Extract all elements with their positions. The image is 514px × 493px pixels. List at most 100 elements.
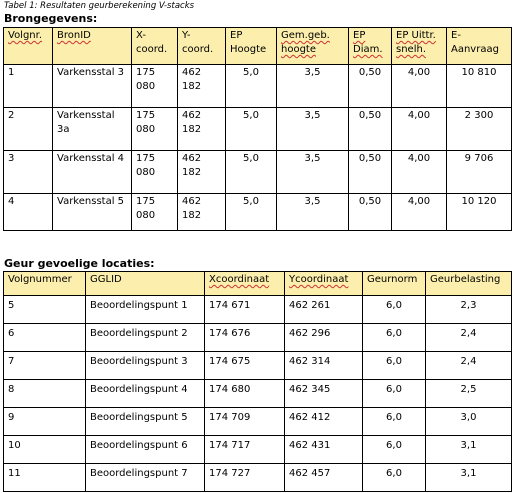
table-cell: 175 080 [131, 107, 178, 151]
table-cell: 2 300 [446, 107, 512, 151]
table-cell: 462 296 [284, 323, 363, 352]
column-header: Y-coord. [177, 27, 226, 65]
table-cell: 462 261 [284, 295, 363, 324]
table-cell: 5,0 [225, 150, 277, 194]
table-cell: 6,0 [362, 351, 426, 380]
table-cell: 174 709 [204, 407, 285, 436]
table-cell: 462 182 [177, 107, 226, 151]
table-cell: 4,00 [391, 64, 447, 108]
table-cell: 462 314 [284, 351, 363, 380]
table-row: 2 Varkensstal 3a 175 080 462 182 5,0 3,5… [3, 107, 512, 151]
table-cell: 462 182 [177, 64, 226, 108]
table-cell: 174 680 [204, 379, 285, 408]
table-cell: 2,5 [425, 379, 512, 408]
table-cell: 0,50 [348, 64, 392, 108]
table-cell: 7 [3, 351, 86, 380]
table-cell: Varkensstal 4 [52, 150, 132, 194]
column-header: EP Uittr. snelh. [391, 27, 447, 65]
table-row: 9 Beoordelingspunt 5 174 709 462 412 6,0… [3, 407, 512, 436]
table-cell: 6,0 [362, 407, 426, 436]
table-cell: 6,0 [362, 435, 426, 464]
table-cell: 462 412 [284, 407, 363, 436]
table-cell: 6,0 [362, 295, 426, 324]
table-cell: 9 [3, 407, 86, 436]
table-cell: 3,1 [425, 463, 512, 492]
table-cell: 1 [3, 64, 53, 108]
table-cell: 10 [3, 435, 86, 464]
table-cell: 4,00 [391, 193, 447, 231]
table-cell: 462 431 [284, 435, 363, 464]
table-header-row: Volgnummer GGLID Xcoordinaat Ycoordinaat… [3, 271, 512, 296]
column-header: Ycoordinaat [284, 271, 363, 296]
column-header: EP Hoogte [225, 27, 277, 65]
table-cell: 4,00 [391, 107, 447, 151]
brongegevens-table: Volgnr. BronID X-coord. Y-coord. EP Hoog… [3, 27, 512, 231]
table-cell: Beoordelingspunt 4 [85, 379, 205, 408]
table-cell: 174 675 [204, 351, 285, 380]
table-cell: Beoordelingspunt 2 [85, 323, 205, 352]
column-header: Xcoordinaat [204, 271, 285, 296]
table-cell: 4,00 [391, 150, 447, 194]
table-cell: Beoordelingspunt 3 [85, 351, 205, 380]
table-row: 6 Beoordelingspunt 2 174 676 462 296 6,0… [3, 323, 512, 352]
table-cell: 174 676 [204, 323, 285, 352]
table-cell: 11 [3, 463, 86, 492]
table-row: 1 Varkensstal 3 175 080 462 182 5,0 3,5 … [3, 64, 512, 108]
table-cell: Beoordelingspunt 5 [85, 407, 205, 436]
table-cell: 174 727 [204, 463, 285, 492]
table-cell: 3,1 [425, 435, 512, 464]
table-cell: 0,50 [348, 193, 392, 231]
table-cell: 462 182 [177, 150, 226, 194]
table-cell: 5 [3, 295, 86, 324]
table-caption: Tabel 1: Resultaten geurberekening V-sta… [4, 1, 195, 11]
table-cell: 5,0 [225, 107, 277, 151]
column-header: BronID [52, 27, 132, 65]
table-cell: 5,0 [225, 64, 277, 108]
geur-gevoelige-locaties-table: Volgnummer GGLID Xcoordinaat Ycoordinaat… [3, 271, 512, 492]
table-cell: 3,5 [276, 193, 349, 231]
table-cell: 0,50 [348, 107, 392, 151]
column-header: X-coord. [131, 27, 178, 65]
table-cell: 4 [3, 193, 53, 231]
table-cell: Varkensstal 3 [52, 64, 132, 108]
table-row: 5 Beoordelingspunt 1 174 671 462 261 6,0… [3, 295, 512, 324]
table-cell: 2 [3, 107, 53, 151]
column-header: Volgnummer [3, 271, 86, 296]
table-cell: 462 457 [284, 463, 363, 492]
table-cell: 174 717 [204, 435, 285, 464]
table-cell: Beoordelingspunt 7 [85, 463, 205, 492]
table-cell: 2,4 [425, 323, 512, 352]
table-cell: 2,3 [425, 295, 512, 324]
table-row: 11 Beoordelingspunt 7 174 727 462 457 6,… [3, 463, 512, 492]
table-cell: Beoordelingspunt 1 [85, 295, 205, 324]
table-cell: 174 671 [204, 295, 285, 324]
table-header-row: Volgnr. BronID X-coord. Y-coord. EP Hoog… [3, 27, 512, 65]
column-header: Geurbelasting [425, 271, 512, 296]
column-header: Geurnorm [362, 271, 426, 296]
table-cell: 462 182 [177, 193, 226, 231]
table-cell: 3,5 [276, 64, 349, 108]
table-cell: 175 080 [131, 193, 178, 231]
section-title-brongegevens: Brongegevens: [4, 12, 98, 25]
table-row: 7 Beoordelingspunt 3 174 675 462 314 6,0… [3, 351, 512, 380]
table-cell: 175 080 [131, 150, 178, 194]
table-cell: 3,5 [276, 107, 349, 151]
table-cell: Beoordelingspunt 6 [85, 435, 205, 464]
table-cell: 9 706 [446, 150, 512, 194]
table-cell: 10 120 [446, 193, 512, 231]
table-cell: 6,0 [362, 379, 426, 408]
table-row: 10 Beoordelingspunt 6 174 717 462 431 6,… [3, 435, 512, 464]
section-title-geur-gevoelige-locaties: Geur gevoelige locaties: [4, 257, 155, 270]
table-cell: 3 [3, 150, 53, 194]
table-cell: 462 345 [284, 379, 363, 408]
table-cell: 3,5 [276, 150, 349, 194]
table-cell: 3,0 [425, 407, 512, 436]
table-cell: 6,0 [362, 323, 426, 352]
column-header: Gem.geb. hoogte [276, 27, 349, 65]
table-cell: 10 810 [446, 64, 512, 108]
table-cell: 5,0 [225, 193, 277, 231]
table-cell: 175 080 [131, 64, 178, 108]
table-cell: 2,4 [425, 351, 512, 380]
column-header: EP Diam. [348, 27, 392, 65]
column-header: GGLID [85, 271, 205, 296]
